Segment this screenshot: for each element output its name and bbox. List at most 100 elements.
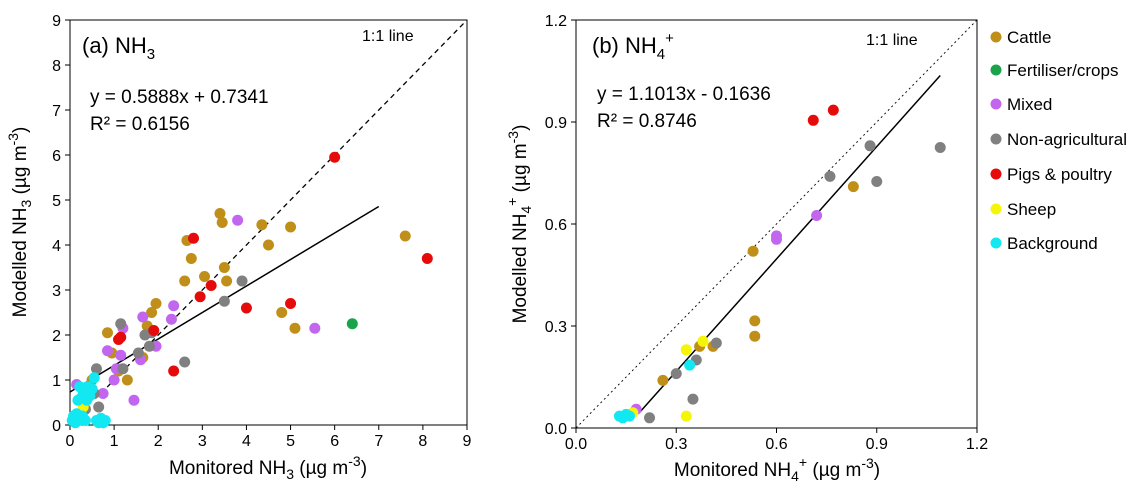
panel-b-point-non-agricultural — [644, 412, 656, 424]
legend-label-cattle: Cattle — [1007, 28, 1051, 47]
panel-a-point-non-agricultural — [117, 363, 129, 375]
panel-b-y-axis-label: Modelled NH4+ (µg m-3) — [504, 125, 534, 324]
panel-b-point-non-agricultural — [871, 176, 883, 187]
panel-b-point-non-agricultural — [710, 337, 722, 349]
panel-a-point-pigs-poultry — [285, 298, 297, 309]
panel-a-point-cattle — [256, 219, 268, 231]
panel-a-point-non-agricultural — [93, 401, 105, 413]
panel-a-one-to-one-line — [100, 19, 468, 394]
panel-a-x-tick-label: 1 — [110, 433, 119, 450]
legend-label-background: Background — [1007, 234, 1098, 253]
panel-a-point-non-agricultural — [143, 340, 155, 352]
panel-a-one-to-one-label: 1:1 line — [362, 28, 414, 45]
panel-a-y-tick-label: 0 — [52, 418, 61, 435]
panel-b-ticks: 0.0 0.3 0.6 0.9 1.2 0.0 0.3 0.6 0.9 1.2 — [545, 13, 988, 453]
panel-a-point-pigs-poultry — [205, 280, 217, 291]
panel-b-point-non-agricultural — [934, 142, 946, 153]
panel-a-r-squared: R² = 0.6156 — [90, 114, 190, 135]
panel-a-y-tick-label: 2 — [52, 328, 61, 345]
legend-label-fertiliser-crops: Fertiliser/crops — [1007, 61, 1118, 80]
panel-b-x-tick-label: 0.0 — [565, 436, 587, 453]
legend: Cattle Fertiliser/crops Mixed Non-agricu… — [990, 28, 1127, 253]
panel-a-point-pigs-poultry — [329, 151, 341, 163]
panel-a-x-tick-label: 9 — [463, 433, 472, 450]
panel-b-equation: y = 1.1013x - 0.1636 — [597, 84, 771, 105]
panel-a-point-fertiliser-crops — [346, 318, 358, 330]
legend-marker-non-agricultural — [990, 133, 1002, 145]
panel-b-y-tick-label: 0.0 — [545, 421, 567, 438]
panel-a-point-cattle — [276, 307, 288, 318]
legend-label-sheep: Sheep — [1007, 200, 1056, 219]
panel-a-point-pigs-poultry — [421, 253, 433, 264]
panel-b-x-axis-label: Monitored NH4+ (µg m-3) — [674, 454, 880, 484]
panel-b-point-pigs-poultry — [807, 114, 819, 126]
panel-b-point-mixed — [811, 210, 823, 221]
panel-b-point-sheep — [680, 344, 692, 356]
panel-a-point-cattle — [199, 271, 211, 282]
panel-a-point-pigs-poultry — [240, 302, 252, 314]
panel-b-lines — [575, 19, 978, 429]
panel-b-one-to-one-label: 1:1 line — [866, 32, 918, 49]
panel-a-point-non-agricultural — [236, 275, 248, 287]
panel-a-y-tick-label: 7 — [52, 103, 61, 120]
panel-a-x-tick-label: 7 — [374, 433, 383, 450]
panel-b-point-cattle — [847, 181, 859, 193]
legend-label-pigs-poultry: Pigs & poultry — [1007, 165, 1112, 184]
panel-b-y-tick-label: 1.2 — [545, 13, 567, 30]
panel-a: 0 1 2 3 4 5 6 7 8 9 0 1 2 3 4 5 6 7 8 9 (a) NH3 1:1 line y … — [5, 13, 472, 482]
panel-a-point-mixed — [97, 388, 109, 399]
panel-a-point-background — [99, 415, 111, 426]
panel-a-point-cattle — [150, 298, 162, 309]
panel-b-point-background — [623, 410, 635, 422]
panel-a-equation: y = 0.5888x + 0.7341 — [90, 87, 269, 108]
panel-b-point-cattle — [749, 330, 761, 342]
panel-b-points — [613, 104, 946, 424]
legend-item-pigs-poultry: Pigs & poultry — [990, 165, 1112, 184]
panel-a-point-cattle — [218, 262, 230, 273]
panel-a-y-tick-label: 9 — [52, 13, 61, 30]
panel-a-point-cattle — [121, 374, 133, 386]
legend-label-mixed: Mixed — [1007, 95, 1052, 114]
panel-a-points — [66, 151, 433, 429]
panel-a-point-pigs-poultry — [148, 325, 160, 336]
panel-a-x-tick-label: 8 — [418, 433, 427, 450]
legend-marker-mixed — [990, 98, 1002, 110]
panel-a-point-cattle — [146, 307, 158, 318]
panel-b-x-tick-label: 0.6 — [765, 436, 787, 453]
panel-a-point-mixed — [309, 322, 321, 334]
panel-a-point-mixed — [108, 374, 120, 386]
panel-a-y-tick-label: 5 — [52, 193, 61, 210]
panel-a-point-non-agricultural — [218, 295, 230, 307]
panel-a-point-pigs-poultry — [194, 291, 206, 303]
panel-b-point-non-agricultural — [824, 170, 836, 182]
legend-marker-fertiliser-crops — [990, 64, 1002, 76]
panel-b-x-tick-label: 0.9 — [866, 436, 888, 453]
panel-b-point-cattle — [747, 245, 759, 257]
panel-a-y-axis-label: Modelled NH3 (µg m-3) — [5, 127, 34, 318]
panel-a-point-background — [86, 383, 98, 395]
panel-a-point-non-agricultural — [90, 363, 102, 375]
panel-a-point-non-agricultural — [132, 347, 144, 359]
panel-b-regression-line — [638, 74, 941, 413]
panel-b-point-non-agricultural — [687, 393, 699, 405]
panel-a-point-cattle — [179, 275, 191, 287]
panel-a-title: (a) NH3 — [82, 33, 155, 63]
legend-item-mixed: Mixed — [990, 95, 1052, 114]
panel-a-point-pigs-poultry — [168, 365, 180, 377]
panel-a-point-cattle — [399, 230, 411, 242]
panel-b-point-non-agricultural — [864, 140, 876, 152]
panel-a-y-tick-label: 6 — [52, 148, 61, 165]
panel-b-r-squared: R² = 0.8746 — [597, 111, 697, 132]
panel-b-point-non-agricultural — [670, 368, 682, 380]
panel-a-x-tick-label: 0 — [66, 433, 75, 450]
panel-a-point-cattle — [214, 208, 226, 219]
panel-a-point-cattle — [263, 239, 274, 251]
panel-b-point-cattle — [749, 315, 761, 327]
panel-a-y-tick-label: 4 — [52, 238, 61, 255]
panel-a-point-mixed — [128, 394, 140, 406]
panel-a-point-cattle — [221, 275, 233, 287]
panel-a-point-mixed — [168, 300, 180, 312]
panel-a-point-mixed — [165, 313, 177, 325]
